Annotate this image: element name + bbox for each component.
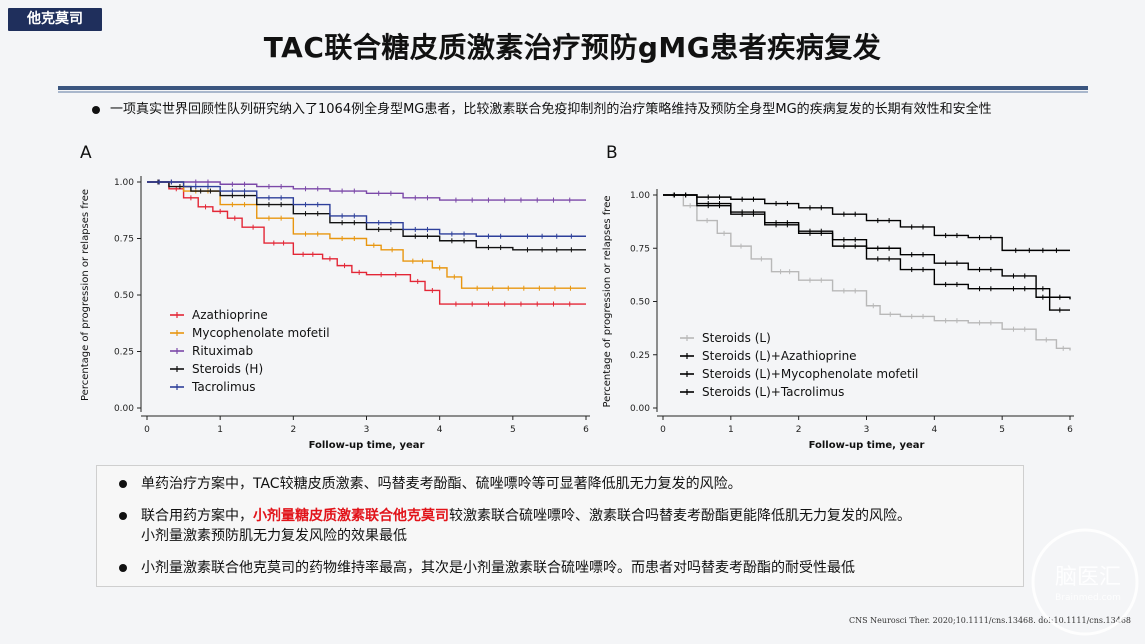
x-tick-label: 6 — [1067, 425, 1073, 435]
km-chart-a: 0 1 2 3 4 5 6 0.00 0.25 0.50 0.75 1.00 Follow-up tim… — [80, 176, 590, 451]
title-divider-light — [58, 91, 1088, 93]
series-line — [147, 181, 586, 289]
series-steroids-l-tacrolimus — [663, 192, 1070, 253]
x-tick-label: 3 — [864, 425, 870, 435]
legend-label: Steroids (L)+Azathioprine — [702, 349, 857, 363]
y-tick-label: 0.00 — [630, 404, 650, 414]
series-line — [663, 194, 1070, 311]
legend-label: Mycophenolate mofetil — [192, 326, 330, 340]
bullet-dot — [92, 105, 100, 114]
summary-item: 小剂量激素联合他克莫司的药物维持率最高，其次是小剂量激素联合硫唑嘌呤。而患者对吗… — [119, 558, 1009, 578]
x-tick-label: 1 — [728, 425, 734, 435]
x-tick-label: 4 — [437, 425, 443, 435]
summary-item: 单药治疗方案中，TAC较糖皮质激素、吗替麦考酚酯、硫唑嘌呤等可显著降低肌无力复发… — [119, 474, 1009, 494]
summary-item: 联合用药方案中，小剂量糖皮质激素联合他克莫司较激素联合硫唑嘌呤、激素联合吗替麦考… — [119, 506, 1009, 546]
y-tick-label: 0.25 — [114, 348, 134, 358]
summary-text: 联合用药方案中，小剂量糖皮质激素联合他克莫司较激素联合硫唑嘌呤、激素联合吗替麦考… — [141, 506, 1009, 546]
citation: CNS Neurosci Ther. 2020;10.1111/cns.1346… — [849, 616, 1131, 625]
summary-prefix: 联合用药方案中， — [141, 508, 253, 524]
km-chart-b: 0 1 2 3 4 5 6 0.00 0.25 0.50 0.75 1.00 Follow-up tim… — [602, 189, 1074, 451]
x-tick-label: 3 — [364, 425, 370, 435]
bullet-dot — [119, 512, 127, 520]
series-steroids-l-mycophenolate-mofetil — [663, 192, 1070, 313]
legend-label: Rituximab — [192, 344, 253, 358]
y-axis-label: Percentage of progression or relapses fr… — [602, 195, 613, 407]
summary-text: 单药治疗方案中，TAC较糖皮质激素、吗替麦考酚酯、硫唑嘌呤等可显著降低肌无力复发… — [141, 476, 742, 492]
summary-line2: 小剂量激素预防肌无力复发风险的效果最低 — [141, 528, 407, 544]
watermark-name: 脑医汇 — [1055, 565, 1121, 590]
x-tick-label: 6 — [583, 425, 589, 435]
y-tick-label: 0.75 — [114, 235, 134, 245]
legend-label: Steroids (H) — [192, 362, 263, 376]
y-tick-label: 1.00 — [630, 191, 650, 201]
summary-highlight: 小剂量糖皮质激素联合他克莫司 — [253, 508, 449, 524]
x-axis-label: Follow-up time, year — [309, 440, 425, 451]
legend-label: Steroids (L)+Mycophenolate mofetil — [702, 367, 918, 381]
bullet-dot — [119, 480, 127, 488]
x-tick-label: 5 — [999, 425, 1005, 435]
y-tick-label: 0.50 — [114, 291, 134, 301]
series-tacrolimus — [147, 179, 586, 239]
title-divider — [58, 86, 1088, 90]
summary-suffix: 较激素联合硫唑嘌呤、激素联合吗替麦考酚酯更能降低肌无力复发的风险。 — [449, 508, 911, 524]
watermark-logo: 脑医汇 Brainmed.com — [1031, 528, 1139, 636]
summary-text: 小剂量激素联合他克莫司的药物维持率最高，其次是小剂量激素联合硫唑嘌呤。而患者对吗… — [141, 560, 855, 576]
y-tick-label: 1.00 — [114, 178, 134, 188]
x-tick-label: 1 — [217, 425, 223, 435]
bullet-dot — [119, 564, 127, 572]
intro-text: 一项真实世界回顾性队列研究纳入了1064例全身型MG患者，比较激素联合免疫抑制剂… — [110, 102, 992, 117]
y-tick-label: 0.25 — [630, 351, 650, 361]
slide-title: TAC联合糖皮质激素治疗预防gMG患者疾病复发 — [263, 31, 882, 64]
x-tick-label: 5 — [510, 425, 516, 435]
legend-label: Azathioprine — [192, 308, 268, 322]
series-azathioprine — [147, 179, 586, 307]
series-line — [147, 181, 586, 305]
x-tick-label: 0 — [144, 425, 150, 435]
legend: Steroids (L) Steroids (L)+Azathioprine Ste… — [680, 331, 918, 399]
x-tick-label: 4 — [931, 425, 937, 435]
series-steroids-h- — [147, 179, 586, 253]
y-axis-label: Percentage of progression or relapses fr… — [80, 189, 91, 401]
y-tick-label: 0.75 — [630, 244, 650, 254]
y-tick-label: 0.00 — [114, 404, 134, 414]
legend-label: Tacrolimus — [191, 380, 256, 394]
legend-label: Steroids (L) — [702, 331, 771, 345]
panel-label-a: A — [80, 143, 92, 163]
watermark-sub: Brainmed.com — [1055, 593, 1121, 603]
x-tick-label: 0 — [660, 425, 666, 435]
intro-bullet: 一项真实世界回顾性队列研究纳入了1064例全身型MG患者，比较激素联合免疫抑制剂… — [92, 98, 1102, 117]
x-tick-label: 2 — [796, 425, 802, 435]
drug-tag: 他克莫司 — [8, 8, 102, 31]
panel-label-b: B — [606, 143, 618, 163]
legend-label: Steroids (L)+Tacrolimus — [702, 385, 844, 399]
x-tick-label: 2 — [290, 425, 296, 435]
legend: Azathioprine Mycophenolate mofetil Rituxim… — [170, 308, 330, 394]
summary-box: 单药治疗方案中，TAC较糖皮质激素、吗替麦考酚酯、硫唑嘌呤等可显著降低肌无力复发… — [96, 465, 1024, 587]
y-tick-label: 0.50 — [630, 298, 650, 308]
series-line — [147, 181, 586, 251]
series-steroids-l- — [663, 192, 1071, 351]
series-rituximab — [147, 179, 586, 203]
series-line — [663, 194, 1070, 252]
x-axis-label: Follow-up time, year — [809, 440, 925, 451]
